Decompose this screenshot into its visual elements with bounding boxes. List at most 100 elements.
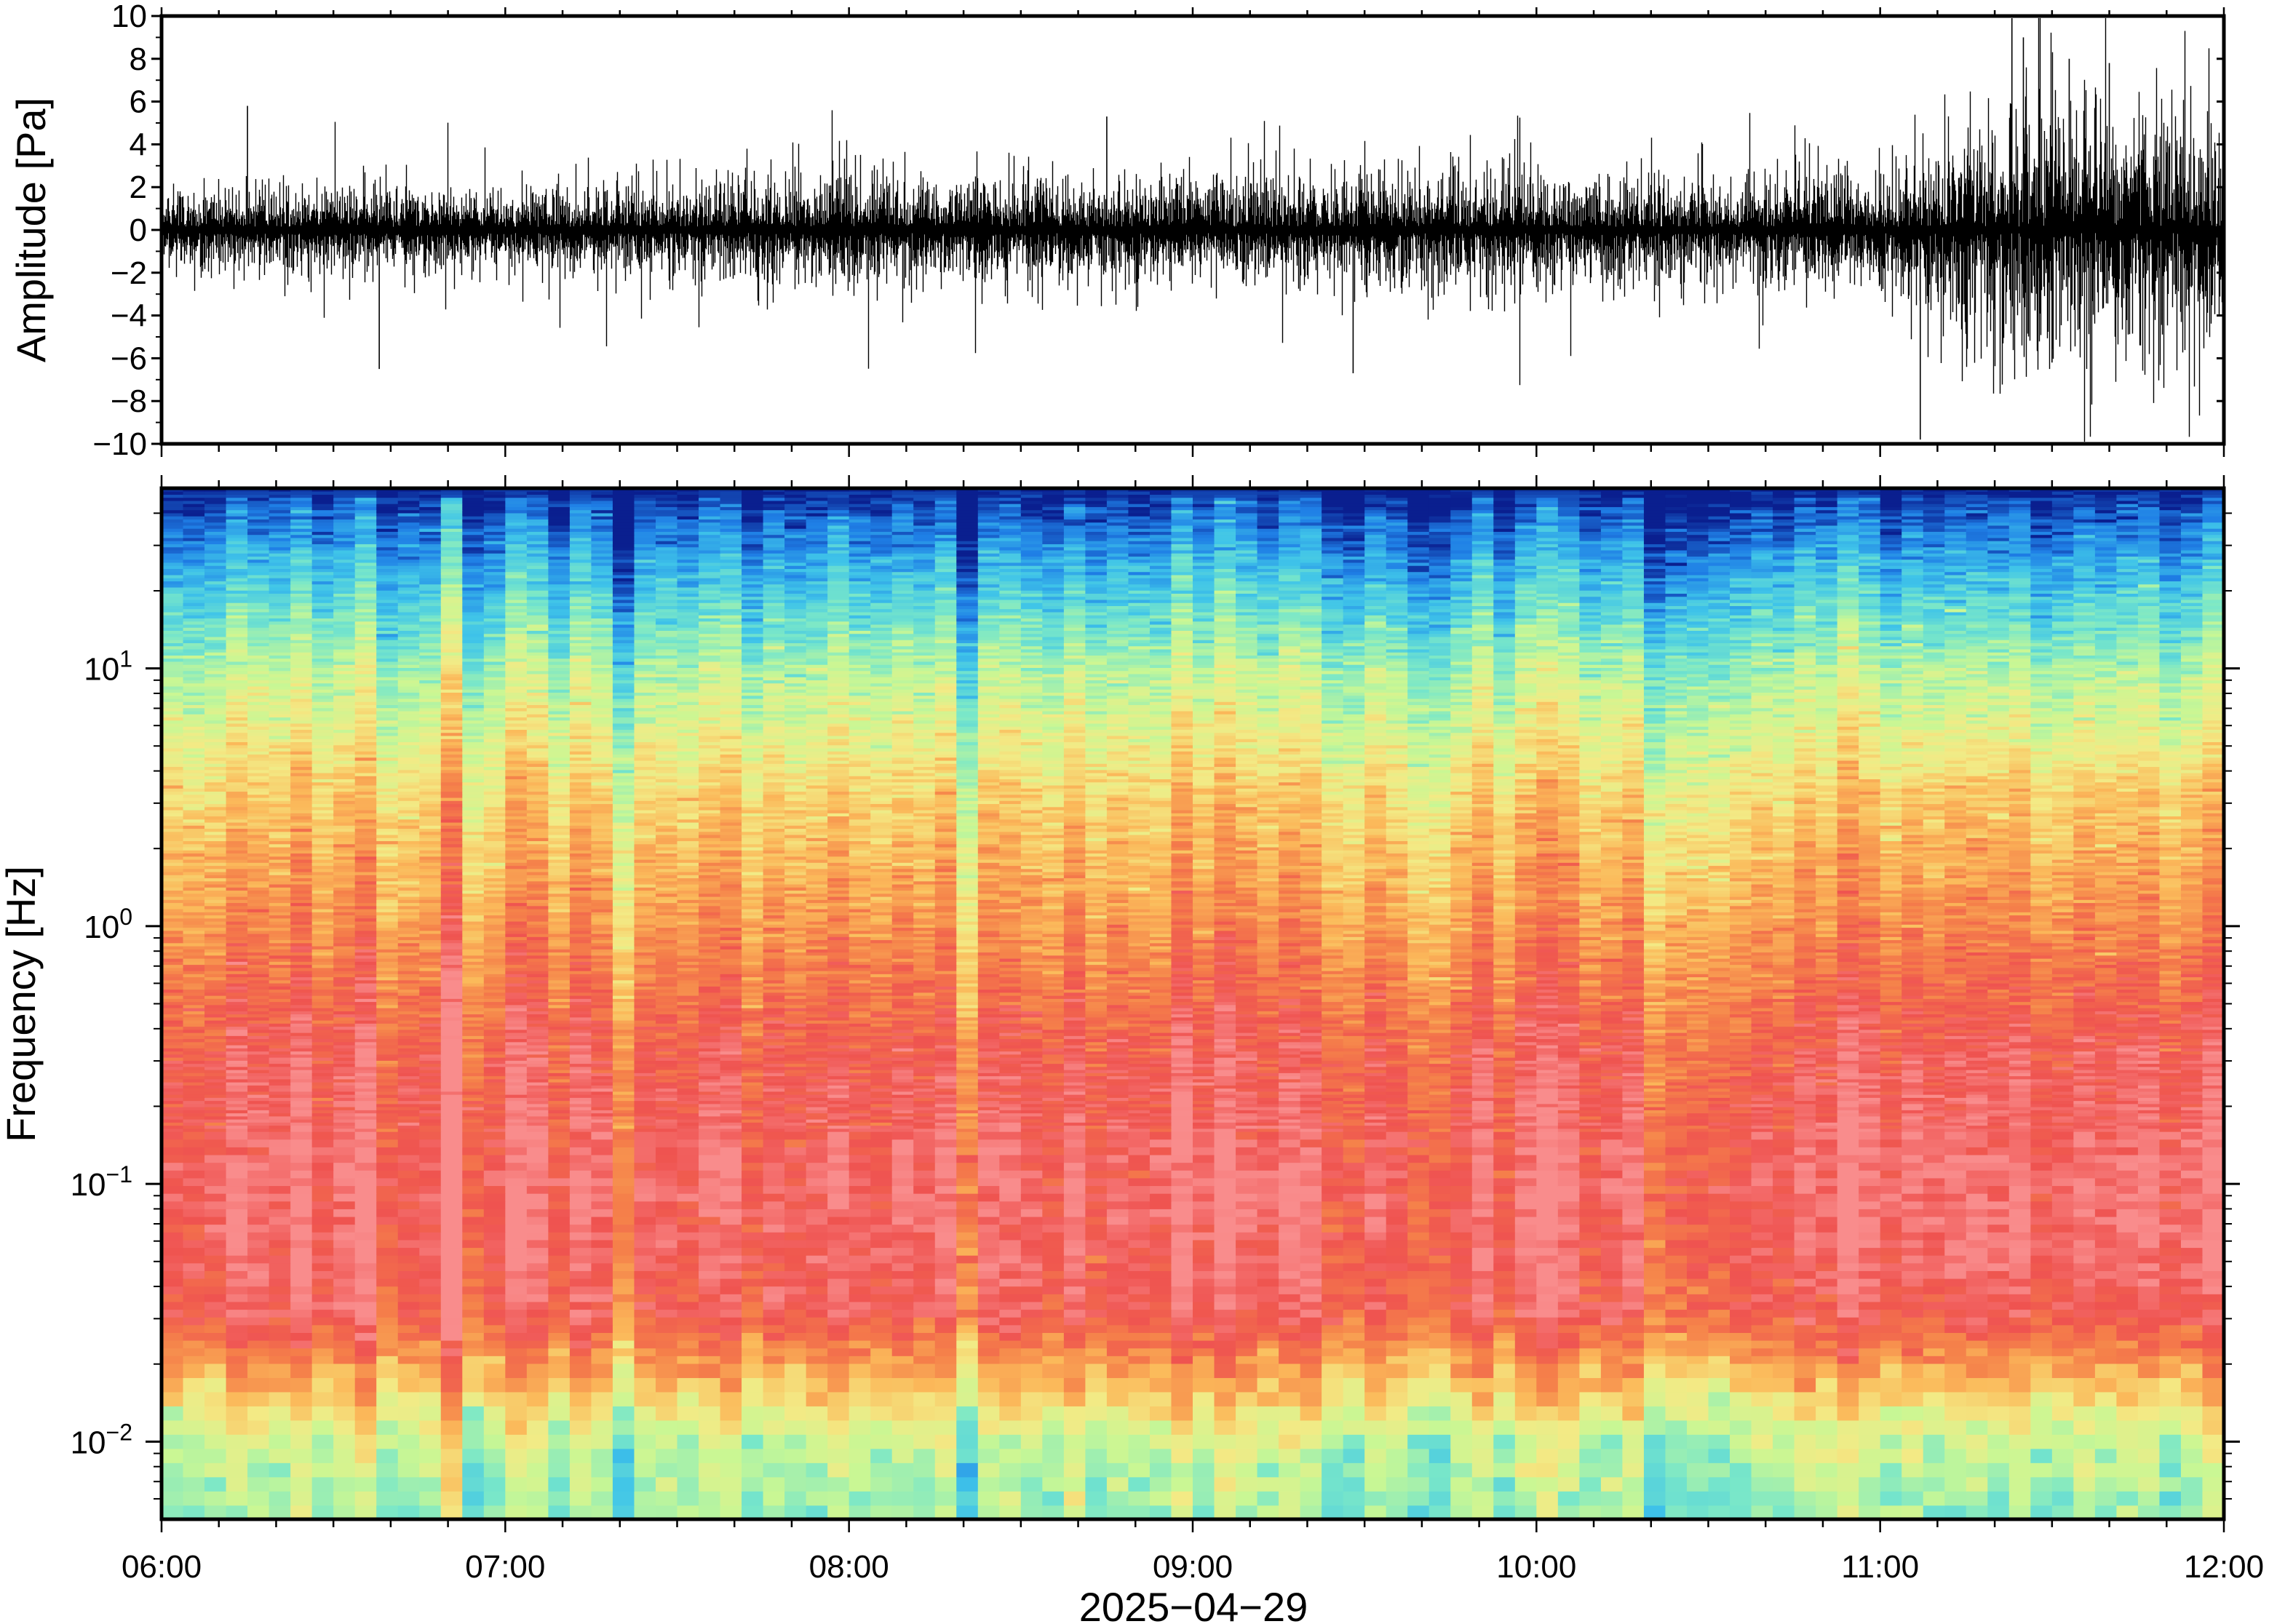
spectrogram-cell <box>1601 1185 1623 1193</box>
spectrogram-cell <box>849 1185 871 1193</box>
spectrogram-cell <box>1472 1217 1494 1225</box>
spectrogram-cell <box>999 1185 1021 1193</box>
spectrogram-cell <box>827 1286 849 1294</box>
spectrogram-cell <box>1300 1332 1322 1340</box>
spectrogram-cell <box>2073 1340 2095 1348</box>
spectrogram-cell <box>1450 1270 1472 1278</box>
spectrogram-cell <box>462 1131 484 1139</box>
spectrogram-cell <box>742 1302 763 1310</box>
spectrogram-cell <box>806 1162 828 1170</box>
spectrogram-cell <box>2138 1392 2160 1406</box>
spectrogram-cell <box>1687 1170 1709 1178</box>
spectrogram-cell <box>484 1209 506 1217</box>
spectrogram-cell <box>290 1162 312 1170</box>
spectrogram-cell <box>1601 1356 1623 1364</box>
spectrogram-cell <box>355 1278 377 1286</box>
spectrogram-cell <box>376 1392 398 1406</box>
spectrogram-cell <box>1364 1462 1386 1477</box>
spectrogram-cell <box>849 1270 871 1278</box>
spectrogram-cell <box>162 1263 183 1271</box>
spectrogram-cell <box>1257 1377 1279 1392</box>
spectrogram-cell <box>1107 1302 1129 1310</box>
spectrogram-cell <box>484 1392 506 1406</box>
spectrogram-cell <box>1257 1270 1279 1278</box>
spectrogram-cell <box>1171 1224 1193 1232</box>
spectrogram-cell <box>591 1162 613 1170</box>
spectrogram-cell <box>2073 1209 2095 1217</box>
spectrogram-cell <box>1622 1286 1644 1294</box>
spectrogram-cell <box>376 1286 398 1294</box>
spectrogram-cell <box>1536 1255 1558 1263</box>
spectrogram-cell <box>1472 1477 1494 1492</box>
spectrogram-cell <box>2073 1294 2095 1302</box>
spectrogram-cell <box>355 1201 377 1209</box>
spectrogram-cell <box>613 1491 635 1505</box>
spectrogram-cell <box>441 1449 463 1463</box>
spectrogram-cell <box>269 1406 291 1420</box>
spectrogram-cell <box>2030 1255 2052 1263</box>
spectrogram-cell <box>2202 1340 2224 1348</box>
spectrogram-cell <box>1944 1364 1966 1378</box>
spectrogram-cell <box>1021 1406 1043 1420</box>
spectrogram-cell <box>1752 1302 1773 1310</box>
spectrogram-cell <box>1709 1309 1730 1317</box>
spectrogram-cell <box>720 1232 742 1240</box>
spectrogram-cell <box>1450 1278 1472 1286</box>
spectrogram-cell <box>1322 1491 1343 1505</box>
spectrogram-cell <box>226 1356 248 1364</box>
spectrogram-cell <box>2202 1178 2224 1186</box>
spectrogram-cell <box>462 1340 484 1348</box>
spectrogram-cell <box>1150 1348 1172 1356</box>
spectrogram-cell <box>1536 1278 1558 1286</box>
spectrogram-cell <box>1171 1477 1193 1492</box>
spectrogram-cell <box>1128 1193 1150 1201</box>
spectrogram-cell <box>2202 1406 2224 1420</box>
spectrogram-cell <box>1407 1309 1429 1317</box>
spectrogram-cell <box>2159 1356 2181 1364</box>
spectrogram-cell <box>2181 1139 2203 1147</box>
spectrogram-cell <box>2159 1286 2181 1294</box>
spectrogram-cell <box>1042 1193 1064 1201</box>
spectrogram-cell <box>1042 1240 1064 1248</box>
spectrogram-cell <box>720 1392 742 1406</box>
spectrogram-cell <box>527 1340 549 1348</box>
spectrogram-cell <box>1752 1377 1773 1392</box>
spectrogram-cell <box>742 1364 763 1378</box>
spectrogram-cell <box>1021 1240 1043 1248</box>
spectrogram-cell <box>1816 1263 1837 1271</box>
spectrogram-cell <box>1429 1170 1451 1178</box>
spectrogram-cell <box>1579 1162 1601 1170</box>
spectrogram-cell <box>333 1162 355 1170</box>
spectrogram-cell <box>1730 1325 1752 1333</box>
spectrogram-cell <box>290 1270 312 1278</box>
spectrogram-cell <box>1364 1170 1386 1178</box>
spectrogram-cell <box>956 1449 978 1463</box>
spectrogram-cell <box>1752 1139 1773 1147</box>
spectrogram-cell <box>1085 1364 1107 1378</box>
spectrogram-cell <box>1730 1449 1752 1463</box>
spectrogram-cell <box>398 1449 420 1463</box>
spectrogram-cell <box>634 1340 656 1348</box>
spectrogram-cell <box>1193 1270 1215 1278</box>
spectrogram-cell <box>1665 1491 1687 1505</box>
spectrogram-cell <box>1450 1139 1472 1147</box>
spectrogram-cell <box>1987 1224 2009 1232</box>
spectrogram-cell <box>1300 1356 1322 1364</box>
spectrogram-cell <box>462 1247 484 1255</box>
spectrogram-cell <box>570 1201 592 1209</box>
spectrogram-cell <box>333 1131 355 1139</box>
spectrogram-cell <box>1407 1247 1429 1255</box>
spectrogram-cell <box>333 1294 355 1302</box>
spectrogram-cell <box>204 1449 226 1463</box>
spectrogram-cell <box>2009 1286 2031 1294</box>
spectrogram-cell <box>355 1348 377 1356</box>
spectrogram-cell <box>1816 1348 1837 1356</box>
spectrogram-cell <box>527 1217 549 1225</box>
spectrogram-cell <box>398 1278 420 1286</box>
spectrogram-cell <box>2181 1270 2203 1278</box>
spectrogram-cell <box>548 1392 570 1406</box>
spectrogram-cell <box>1536 1232 1558 1240</box>
spectrogram-cell <box>999 1406 1021 1420</box>
spectrogram-cell <box>634 1392 656 1406</box>
spectrogram-cell <box>591 1232 613 1240</box>
